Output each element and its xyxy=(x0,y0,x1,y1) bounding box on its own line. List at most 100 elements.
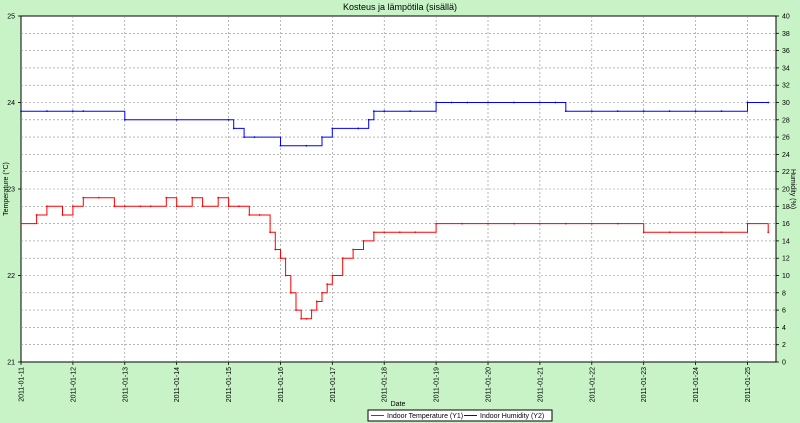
temperature-data-point xyxy=(175,205,178,208)
temperature-data-point xyxy=(113,205,116,208)
temperature-data-point xyxy=(321,291,323,294)
y2-tick-label: 4 xyxy=(782,325,786,332)
temperature-data-point xyxy=(201,205,204,208)
humidity-data-point xyxy=(435,101,438,104)
x-tick-label: 2011-01-15 xyxy=(226,367,233,402)
humidity-data-point xyxy=(71,110,74,113)
temperature-data-point xyxy=(315,300,318,303)
humidity-data-point xyxy=(383,110,386,113)
temperature-data-point xyxy=(305,317,308,320)
x-tick-label: 2011-01-16 xyxy=(278,367,285,402)
temperature-data-point xyxy=(616,222,619,225)
y2-tick-label: 8 xyxy=(782,290,786,297)
temperature-data-point xyxy=(398,231,401,234)
x-tick-label: 2011-01-21 xyxy=(537,367,544,402)
temperature-data-point xyxy=(372,231,375,234)
temperature-data-point xyxy=(258,214,261,216)
temperature-data-point xyxy=(642,231,645,234)
x-tick-label: 2011-01-12 xyxy=(70,367,77,402)
temperature-data-point xyxy=(279,257,282,260)
legend-label-humidity: Indoor Humidity (Y2) xyxy=(480,413,544,420)
temperature-data-point xyxy=(352,248,354,251)
temperature-data-point xyxy=(590,222,593,225)
temperature-data-point xyxy=(720,231,723,234)
temperature-data-point xyxy=(191,196,194,199)
humidity-data-point xyxy=(746,101,749,104)
humidity-data-point xyxy=(409,110,412,113)
y2-tick-label: 0 xyxy=(782,360,786,367)
humidity-data-point xyxy=(46,110,48,113)
humidity-data-point xyxy=(513,101,515,104)
humidity-data-point xyxy=(767,101,770,104)
y2-tick-label: 24 xyxy=(782,152,790,159)
y2-tick-label: 32 xyxy=(782,83,790,90)
temperature-data-point xyxy=(274,248,277,251)
humidity-data-point xyxy=(253,136,256,139)
y1-tick-label: 21 xyxy=(7,360,15,367)
y2-tick-label: 12 xyxy=(782,256,790,263)
temperature-data-point xyxy=(767,231,770,234)
humidity-series-line xyxy=(21,102,769,147)
y2-tick-label: 20 xyxy=(782,187,790,194)
temperature-data-point xyxy=(435,222,438,225)
chart-title: Kosteus ja lämpötila (sisällä) xyxy=(343,2,457,12)
x-tick-label: 2011-01-22 xyxy=(589,367,596,402)
temperature-data-point xyxy=(82,196,85,199)
humidity-data-point xyxy=(321,136,323,139)
temperature-data-point xyxy=(149,205,152,208)
temperature-data-point xyxy=(341,257,344,260)
legend-label-temperature: Indoor Temperature (Y1) xyxy=(387,413,463,420)
temperature-data-point xyxy=(513,222,515,225)
humidity-data-point xyxy=(357,127,360,130)
y2-tick-label: 16 xyxy=(782,221,790,228)
humidity-data-point xyxy=(227,118,230,121)
temperature-data-point xyxy=(139,205,142,208)
temperature-data-point xyxy=(668,231,671,234)
temperature-data-point xyxy=(227,205,230,208)
grid-lines xyxy=(21,16,776,362)
y1-tick-label: 25 xyxy=(7,14,15,21)
legend-box xyxy=(367,409,553,422)
humidity-data-point xyxy=(279,144,282,147)
humidity-data-point xyxy=(372,110,375,113)
x-tick-label: 2011-01-19 xyxy=(434,367,441,402)
legend: Indoor Temperature (Y1) Indoor Humidity … xyxy=(367,409,553,422)
temperature-data-point xyxy=(331,274,334,277)
temperature-data-point xyxy=(362,240,365,242)
humidity-data-point xyxy=(642,110,645,113)
humidity-data-point xyxy=(450,101,453,104)
temperature-data-point xyxy=(539,222,541,225)
temperature-data-point xyxy=(310,309,313,311)
y2-tick-label: 30 xyxy=(782,100,790,107)
temperature-data-point xyxy=(284,274,287,277)
y2-tick-label: 22 xyxy=(782,169,790,176)
temperature-data-point xyxy=(383,231,386,234)
humidity-data-point xyxy=(232,127,235,130)
y2-tick-label: 38 xyxy=(782,31,790,38)
y2-tick-label: 36 xyxy=(782,48,790,55)
x-tick-label: 2011-01-17 xyxy=(330,367,337,402)
temperature-data-point xyxy=(71,205,74,208)
humidity-data-point xyxy=(487,101,489,104)
humidity-data-point xyxy=(590,110,593,113)
x-tick-label: 2011-01-13 xyxy=(122,367,129,402)
x-tick-label: 2011-01-14 xyxy=(174,367,181,402)
temperature-data-point xyxy=(414,231,417,234)
y1-tick-label: 23 xyxy=(7,187,15,194)
x-tick-label: 2011-01-25 xyxy=(745,367,752,402)
temperature-data-point xyxy=(289,291,292,294)
humidity-data-point xyxy=(305,144,308,147)
temperature-data-point xyxy=(97,196,100,199)
temperature-data-point xyxy=(165,196,168,199)
y2-tick-label: 18 xyxy=(782,204,790,211)
humidity-data-point xyxy=(175,118,178,121)
temperature-data-point xyxy=(20,222,22,225)
humidity-data-point xyxy=(466,101,469,104)
temperature-data-point xyxy=(564,222,567,225)
temperature-data-point xyxy=(269,231,271,234)
temperature-data-point xyxy=(300,317,303,320)
humidity-data-point xyxy=(616,110,619,113)
y2-tick-label: 40 xyxy=(782,14,790,21)
temperature-data-point xyxy=(61,214,64,216)
humidity-data-point xyxy=(564,110,567,113)
